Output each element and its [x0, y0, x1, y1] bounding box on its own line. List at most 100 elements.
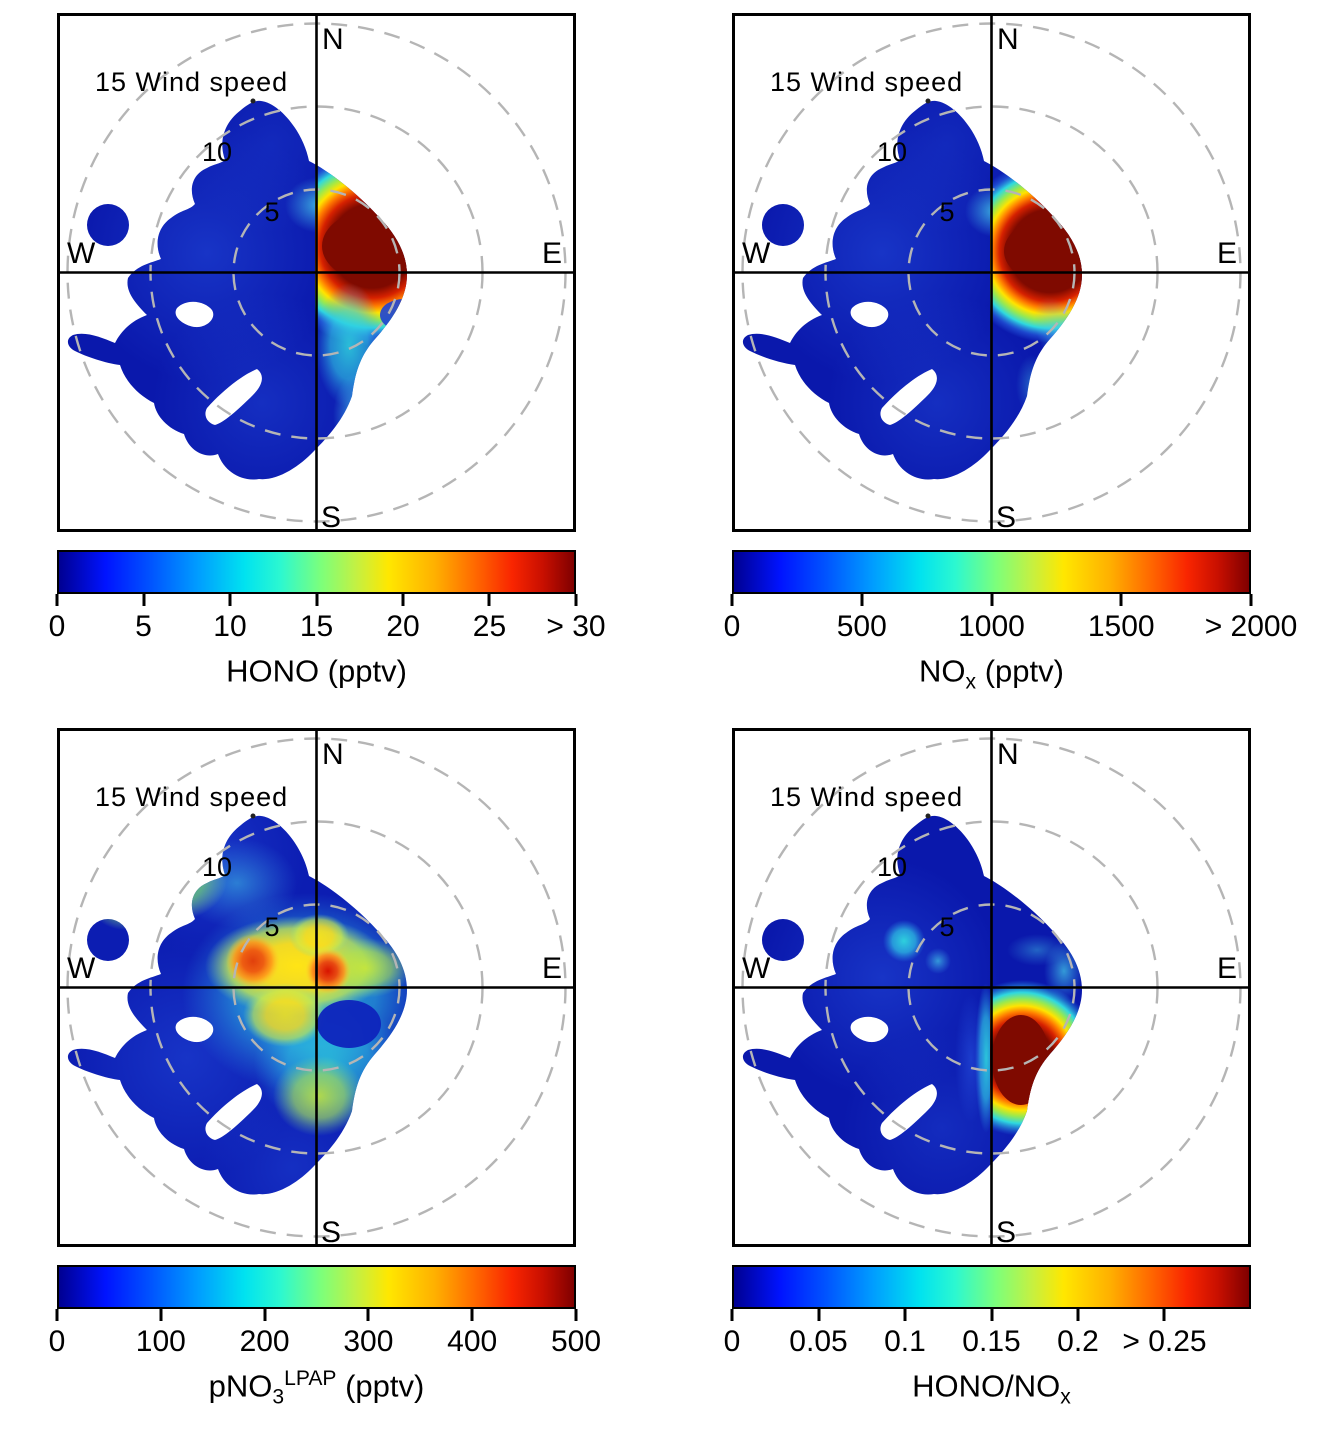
polar-plot-nox: N S W E 15 Wind speed 10 5 [732, 13, 1251, 532]
colorbar-tick-label: 0.1 [884, 1325, 926, 1358]
artifact-dot [925, 98, 931, 104]
colorbar-tick-label: 400 [447, 1325, 498, 1358]
ring-label-5: 5 [264, 912, 279, 942]
compass-west-label: W [742, 952, 771, 985]
ring-label-5: 5 [939, 197, 954, 227]
colorbar-tick [730, 1309, 734, 1321]
colorbar-tick-label: 5 [135, 610, 152, 643]
colorbar-hono: 0 5 10 15 20 25 > 30 HONO (pptv) [49, 550, 606, 695]
compass-north-label: N [997, 738, 1019, 771]
colorbar-tick [1249, 594, 1253, 606]
colorbar-tick-label: 0.05 [789, 1325, 848, 1358]
colorbar-tick-label: 0.2 [1057, 1325, 1099, 1358]
artifact-dot [925, 813, 931, 819]
colorbar-tick-label: 0 [723, 1325, 741, 1358]
ring-label-5: 5 [264, 197, 279, 227]
colorbar-tick [1119, 594, 1123, 606]
colorbar-tick-label: 0.15 [962, 1325, 1021, 1358]
compass-north-label: N [322, 23, 344, 56]
colorbar-tick [730, 594, 734, 606]
wind-speed-axis-label: 15 Wind speed [770, 67, 963, 97]
colorbar-title-pno3: pNO3LPAP (pptv) [208, 1367, 425, 1409]
artifact-dot [250, 813, 256, 819]
ring-label-5: 5 [939, 912, 954, 942]
colorbar-tick-label: 20 [386, 610, 420, 643]
colorbar-tick-label: > 30 [546, 610, 606, 643]
colorbar-tick [142, 594, 145, 606]
artifact-dot [250, 98, 256, 104]
ring-label-10: 10 [202, 852, 232, 882]
compass-north-label: N [322, 738, 344, 771]
colorbar-tick-label: 25 [472, 610, 507, 643]
plot-border [57, 13, 576, 532]
colorbar-tick [574, 1309, 578, 1321]
colorbar-tick-label: 500 [836, 610, 887, 643]
ring-label-10: 10 [202, 137, 232, 167]
colorbar-tick-label: 15 [299, 610, 334, 643]
polar-plot-hono-nox-ratio: N S W E 15 Wind speed 10 5 [732, 728, 1251, 1247]
colorbar-title-nox: NOx (pptv) [919, 653, 1064, 694]
colorbar-tick-label: 0 [48, 610, 66, 643]
colorbar-ticks-ratio: 0 0.05 0.1 0.15 0.2 > 0.25 [724, 1309, 1251, 1365]
ring-label-10: 10 [877, 852, 907, 882]
colorbar-ticks-hono: 0 5 10 15 20 25 > 30 [49, 594, 606, 650]
compass-east-label: E [542, 952, 562, 985]
polar-plot-hono: N S W E 15 Wind speed 10 5 [57, 13, 576, 532]
colorbar-tick [574, 594, 578, 606]
colorbar-title-ratio: HONO/NOx [912, 1368, 1071, 1409]
colorbar-tick [401, 594, 405, 606]
compass-north-label: N [997, 23, 1019, 56]
plot-border [732, 728, 1251, 1247]
colorbar-tick [487, 594, 491, 606]
colorbar-tick [55, 1309, 59, 1321]
colorbar-tick-label: 100 [135, 1325, 186, 1358]
colorbar-tick [990, 594, 993, 606]
colorbar-tick [55, 594, 59, 606]
colorbar-pno3: 0 100 200 300 400 500 pNO3LPAP (pptv) [49, 1265, 601, 1410]
colorbar-tick-label: > 0.25 [1122, 1325, 1207, 1358]
plot-border [57, 728, 576, 1247]
colorbar-hono-nox-ratio: 0 0.05 0.1 0.15 0.2 > 0.25 HONO/NOx [724, 1265, 1251, 1410]
colorbar-ticks-nox: 0 500 1000 1500 > 2000 [724, 594, 1297, 650]
colorbar-tick [470, 1309, 474, 1321]
colorbar-tick-label: 1500 [1087, 610, 1155, 643]
compass-east-label: E [542, 237, 562, 270]
colorbar-tick [903, 1309, 907, 1321]
compass-south-label: S [996, 501, 1016, 532]
polar-plot-pno3: N S W E 15 Wind speed 10 5 [57, 728, 576, 1247]
colorbar-title-hono: HONO (pptv) [226, 653, 407, 689]
plot-border [732, 13, 1251, 532]
colorbar-tick [860, 594, 864, 606]
colorbar-tick-label: 0 [48, 1325, 66, 1358]
compass-west-label: W [67, 237, 96, 270]
wind-speed-axis-label: 15 Wind speed [770, 782, 963, 812]
compass-west-label: W [742, 237, 771, 270]
colorbar-tick-label: 200 [239, 1325, 290, 1358]
colorbar-tick [228, 594, 232, 606]
compass-south-label: S [321, 501, 341, 532]
compass-east-label: E [1217, 952, 1237, 985]
wind-speed-axis-label: 15 Wind speed [95, 67, 288, 97]
colorbar-gradient-ratio [732, 1265, 1251, 1309]
colorbar-tick [1076, 1309, 1080, 1321]
colorbar-tick [817, 1309, 820, 1321]
ring-label-10: 10 [877, 137, 907, 167]
colorbar-tick-label: 0 [723, 610, 741, 643]
colorbar-nox: 0 500 1000 1500 > 2000 NOx (pptv) [724, 550, 1297, 695]
colorbar-tick [263, 1309, 267, 1321]
colorbar-tick-label: 10 [213, 610, 247, 643]
colorbar-tick-label: 300 [343, 1325, 394, 1358]
colorbar-tick [1162, 1309, 1166, 1321]
colorbar-tick [990, 1309, 993, 1321]
colorbar-gradient-hono [57, 550, 576, 594]
colorbar-tick [315, 594, 318, 606]
compass-south-label: S [996, 1216, 1016, 1247]
colorbar-gradient-pno3 [57, 1265, 576, 1309]
colorbar-tick [159, 1309, 163, 1321]
wind-speed-axis-label: 15 Wind speed [95, 782, 288, 812]
compass-east-label: E [1217, 237, 1237, 270]
colorbar-ticks-pno3: 0 100 200 300 400 500 [49, 1309, 601, 1365]
colorbar-tick [366, 1309, 370, 1321]
colorbar-tick-label: 1000 [958, 610, 1025, 643]
